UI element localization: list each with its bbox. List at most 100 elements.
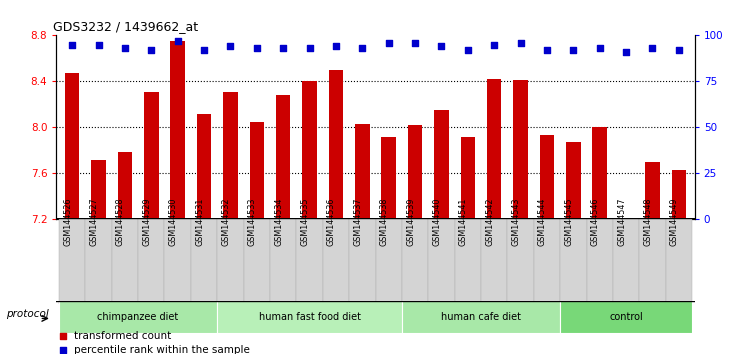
Point <box>57 333 69 339</box>
Text: GSM144534: GSM144534 <box>274 198 283 246</box>
Text: GSM144542: GSM144542 <box>485 198 494 246</box>
Point <box>225 44 237 49</box>
Bar <box>566 142 581 219</box>
Point <box>303 45 315 51</box>
Bar <box>144 92 158 219</box>
Bar <box>217 218 243 304</box>
Bar <box>402 218 428 304</box>
Text: GSM144532: GSM144532 <box>222 198 231 246</box>
Text: GSM144541: GSM144541 <box>459 198 468 246</box>
Text: GSM144543: GSM144543 <box>511 198 520 246</box>
Point <box>488 42 500 47</box>
Text: GSM144545: GSM144545 <box>564 198 573 246</box>
Bar <box>59 301 217 333</box>
Bar <box>86 218 112 304</box>
Bar <box>408 125 422 219</box>
Bar <box>613 218 639 304</box>
Point <box>172 38 184 44</box>
Bar <box>92 160 106 219</box>
Text: GSM144535: GSM144535 <box>300 198 309 246</box>
Point <box>383 40 395 46</box>
Text: chimpanzee diet: chimpanzee diet <box>98 312 179 322</box>
Point <box>620 49 632 55</box>
Bar <box>639 218 665 304</box>
Point <box>145 47 157 53</box>
Bar <box>164 218 191 304</box>
Text: GSM144549: GSM144549 <box>670 198 679 246</box>
Bar <box>223 92 237 219</box>
Text: GSM144540: GSM144540 <box>433 198 442 246</box>
Bar <box>645 162 659 219</box>
Bar <box>587 218 613 304</box>
Point <box>66 42 78 47</box>
Point <box>356 45 368 51</box>
Bar <box>508 218 534 304</box>
Text: human cafe diet: human cafe diet <box>441 312 521 322</box>
Bar <box>191 218 217 304</box>
Bar <box>323 218 349 304</box>
Bar <box>481 218 508 304</box>
Bar <box>329 70 343 219</box>
Point <box>567 47 579 53</box>
Point <box>119 45 131 51</box>
Point <box>330 44 342 49</box>
Bar <box>560 218 587 304</box>
Bar <box>297 218 323 304</box>
Bar <box>402 301 560 333</box>
Bar <box>118 152 132 219</box>
Text: GSM144546: GSM144546 <box>591 198 600 246</box>
Point <box>647 45 659 51</box>
Bar <box>276 95 291 219</box>
Bar <box>349 218 376 304</box>
Bar <box>514 80 528 219</box>
Bar <box>59 218 86 304</box>
Text: GSM144529: GSM144529 <box>142 198 151 246</box>
Bar <box>434 110 448 219</box>
Text: GSM144539: GSM144539 <box>406 198 415 246</box>
Bar <box>138 218 164 304</box>
Text: GSM144547: GSM144547 <box>617 198 626 246</box>
Bar <box>665 218 692 304</box>
Text: GSM144530: GSM144530 <box>169 198 178 246</box>
Bar <box>249 122 264 219</box>
Bar <box>355 124 369 219</box>
Point <box>436 44 448 49</box>
Point <box>514 40 526 46</box>
Bar <box>460 137 475 219</box>
Text: GDS3232 / 1439662_at: GDS3232 / 1439662_at <box>53 20 198 33</box>
Bar <box>217 301 402 333</box>
Point <box>462 47 474 53</box>
Bar <box>303 81 317 219</box>
Text: GSM144533: GSM144533 <box>248 198 257 246</box>
Bar <box>487 79 502 219</box>
Point <box>594 45 606 51</box>
Bar <box>671 170 686 219</box>
Bar <box>197 114 211 219</box>
Point <box>541 47 553 53</box>
Text: protocol: protocol <box>6 309 48 319</box>
Point <box>198 47 210 53</box>
Bar <box>382 137 396 219</box>
Point <box>92 42 104 47</box>
Text: GSM144528: GSM144528 <box>116 198 125 246</box>
Point <box>409 40 421 46</box>
Text: transformed count: transformed count <box>74 331 171 341</box>
Bar <box>170 41 185 219</box>
Bar <box>270 218 297 304</box>
Text: percentile rank within the sample: percentile rank within the sample <box>74 344 250 354</box>
Text: GSM144538: GSM144538 <box>380 198 389 246</box>
Text: GSM144548: GSM144548 <box>644 198 653 246</box>
Text: GSM144544: GSM144544 <box>538 198 547 246</box>
Bar <box>243 218 270 304</box>
Text: GSM144537: GSM144537 <box>353 198 362 246</box>
Text: GSM144536: GSM144536 <box>327 198 336 246</box>
Bar <box>428 218 454 304</box>
Point <box>277 45 289 51</box>
Text: control: control <box>609 312 643 322</box>
Text: GSM144526: GSM144526 <box>63 198 72 246</box>
Bar <box>112 218 138 304</box>
Point <box>673 47 685 53</box>
Text: human fast food diet: human fast food diet <box>258 312 360 322</box>
Bar <box>540 136 554 219</box>
Text: GSM144527: GSM144527 <box>89 198 98 246</box>
